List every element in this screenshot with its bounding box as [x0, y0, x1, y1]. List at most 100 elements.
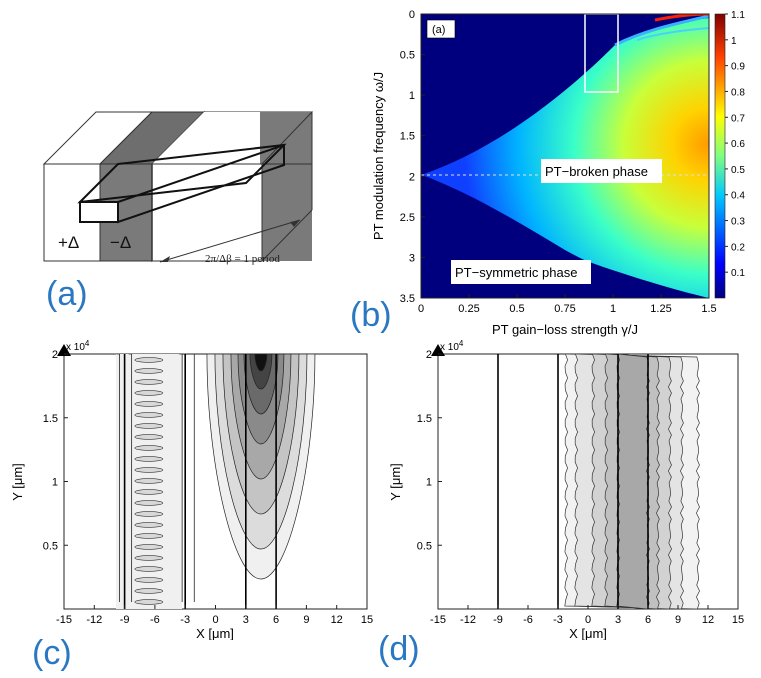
svg-text:x 104: x 104: [66, 340, 90, 353]
c-oval-cell: [134, 588, 164, 594]
d-x-label: X [μm]: [569, 626, 607, 640]
c-oval-cell: [134, 500, 164, 506]
b-ytick-label: 0: [409, 9, 415, 21]
b-ytick-label: 1: [409, 90, 415, 102]
c-oval-cell: [134, 434, 164, 440]
c-oval-cell: [134, 379, 164, 385]
c-oval-cell: [134, 566, 164, 572]
heatmap-y-label: PT modulation frequency ω/J: [371, 72, 386, 240]
d-ytick-label: 1: [426, 477, 432, 489]
d-xtick-label: 12: [702, 614, 714, 626]
c-oval-cell: [134, 599, 164, 605]
d-xtick-label: 3: [615, 614, 621, 626]
b-ytick-label: 3.5: [400, 293, 415, 305]
c-oval-cell: [134, 423, 164, 429]
d-xtick-label: -3: [553, 614, 563, 626]
d-xtick-label: 6: [645, 614, 651, 626]
c-contour-level: [254, 354, 268, 372]
broken-phase-label: PT−broken phase: [545, 164, 648, 179]
c-zigzag-boundary: [179, 354, 183, 602]
c-y-arrow: [57, 344, 71, 356]
c-oval-cell: [134, 412, 164, 418]
b-cbar-tick-label: 0.4: [731, 191, 745, 202]
waveguide-side: [117, 143, 285, 224]
c-zigzag-boundary: [128, 354, 133, 602]
highlight-box: [584, 14, 619, 93]
d-ytick-label: 2: [426, 349, 432, 361]
c-xtick-label: 15: [361, 614, 373, 626]
c-xtick-label: 3: [243, 614, 249, 626]
d-y-label: Y [μm]: [388, 463, 403, 501]
b-cbar-tick-label: 0.1: [731, 268, 745, 279]
c-oval-cell: [134, 489, 164, 495]
b-ytick-label: 0.5: [400, 50, 415, 62]
b-xtick-label: 1.5: [701, 303, 716, 315]
c-oval-cell: [134, 533, 164, 539]
c-xtick-label: -6: [150, 614, 160, 626]
minus-delta-label: −Δ: [110, 233, 131, 252]
c-oval-cell: [134, 544, 164, 550]
panel-a-schematic: +Δ −Δ 2π/Δβ = 1 period: [42, 110, 314, 265]
c-exponent-power: 4: [85, 340, 90, 348]
heatmap-x-label: PT gain−loss strength γ/J: [492, 322, 638, 337]
d-xtick-label: -15: [430, 614, 446, 626]
b-ytick-label: 1.5: [400, 131, 415, 143]
c-oval-cell: [134, 401, 164, 407]
c-oval-cell: [134, 555, 164, 561]
d-xtick-label: -9: [493, 614, 503, 626]
d-xtick-label: 0: [585, 614, 591, 626]
c-oval-cell: [134, 522, 164, 528]
panel-label-a: (a): [46, 275, 88, 313]
c-exponent-base: x 10: [66, 342, 85, 353]
c-oval-cell: [134, 478, 164, 484]
b-cbar-tick-label: 0.2: [731, 242, 745, 253]
side-face-dark-slant: [152, 112, 204, 164]
b-cbar-tick-label: 1.1: [731, 10, 745, 21]
c-ytick-label: 0.5: [43, 540, 58, 552]
c-xtick-label: 9: [303, 614, 309, 626]
b-ytick-label: 2: [409, 171, 415, 183]
heatmap-inner-label: (a): [432, 24, 445, 36]
panel-label-b: (b): [350, 296, 392, 334]
c-zigzag-boundary: [191, 354, 195, 602]
d-xtick-label: 15: [732, 614, 744, 626]
c-xtick-label: -9: [120, 614, 130, 626]
b-cbar-tick-label: 0.5: [731, 165, 745, 176]
broken-phase-region: [421, 18, 709, 298]
period-arrow: [159, 219, 301, 263]
b-xtick-label: 0.25: [458, 303, 479, 315]
b-cbar-tick-label: 0.8: [731, 87, 745, 98]
d-y-arrow: [431, 344, 445, 356]
d-xtick-label: -6: [523, 614, 533, 626]
c-xtick-label: 12: [331, 614, 343, 626]
waveguide-front: [79, 201, 119, 223]
symmetric-phase-label: PT−symmetric phase: [455, 265, 577, 280]
c-xtick-label: -15: [56, 614, 72, 626]
period-label: 2π/Δβ = 1 period: [205, 253, 280, 265]
c-oval-cell: [134, 511, 164, 517]
panel-label-d: (d): [378, 630, 420, 668]
c-oval-cell: [134, 467, 164, 473]
side-face-dark-front: [262, 164, 312, 261]
c-oval-cell: [134, 357, 164, 363]
colorbar: [714, 13, 726, 299]
b-ytick-label: 2.5: [400, 212, 415, 224]
c-x-label: X [μm]: [196, 626, 234, 640]
b-cbar-tick-label: 0.7: [731, 113, 745, 124]
panel-b-heatmap: (a) PT−broken phase PT−symmetric phase 0…: [371, 9, 745, 337]
c-xtick-label: -12: [86, 614, 102, 626]
b-xtick-label: 1: [610, 303, 616, 315]
c-oval-cell: [134, 577, 164, 583]
d-ytick-label: 1.5: [417, 413, 432, 425]
c-xtick-label: -3: [180, 614, 190, 626]
d-contour-band: [616, 354, 650, 609]
side-face-white-block: [152, 164, 262, 261]
c-oval-cell: [134, 368, 164, 374]
svg-text:x 104: x 104: [440, 340, 464, 353]
plus-delta-label: +Δ: [58, 233, 79, 252]
c-zigzag-boundary: [116, 354, 120, 602]
b-cbar-tick-label: 0.6: [731, 139, 745, 150]
b-xtick-label: 1.25: [650, 303, 671, 315]
b-xtick-label: 0.5: [509, 303, 524, 315]
c-xtick-label: 6: [273, 614, 279, 626]
